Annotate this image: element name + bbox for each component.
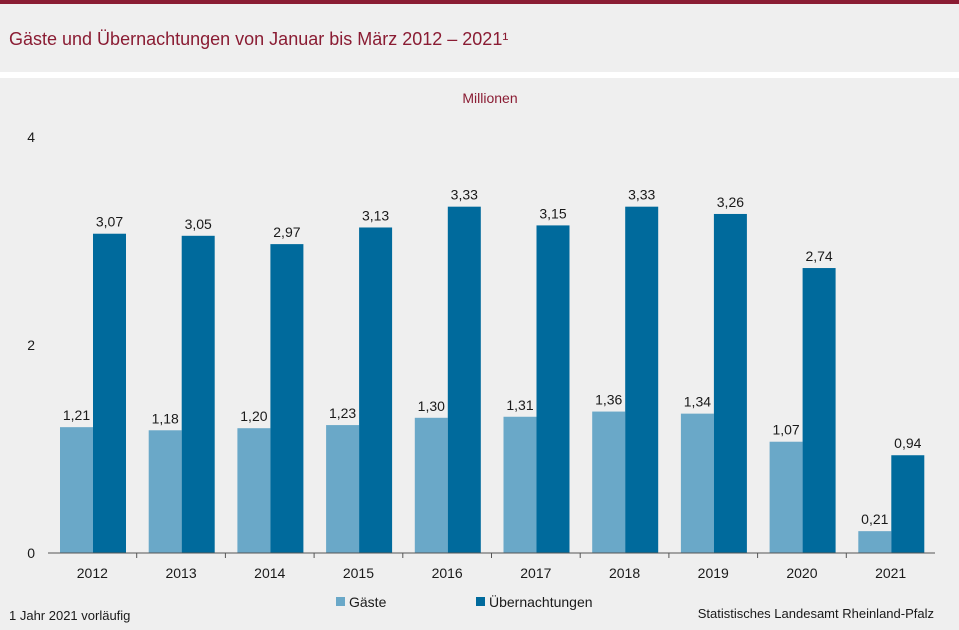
data-label-gaeste: 1,21	[63, 407, 90, 423]
data-label-uebernachtungen: 3,13	[362, 207, 389, 223]
bar-gaeste	[858, 531, 892, 553]
x-tick-label: 2021	[875, 565, 906, 581]
bar-uebernachtungen	[359, 227, 393, 554]
data-label-gaeste: 1,34	[684, 394, 711, 410]
bar-gaeste	[503, 416, 537, 553]
data-label-gaeste: 1,20	[240, 408, 267, 424]
bar-uebernachtungen	[536, 225, 570, 553]
data-label-gaeste: 1,18	[152, 410, 179, 426]
data-label-uebernachtungen: 3,33	[628, 187, 655, 203]
data-label-uebernachtungen: 0,94	[894, 435, 921, 451]
chart-title: Gäste und Übernachtungen von Januar bis …	[9, 29, 509, 49]
data-label-gaeste: 1,23	[329, 405, 356, 421]
bar-gaeste	[680, 413, 714, 553]
data-label-gaeste: 0,21	[861, 511, 888, 527]
x-tick-label: 2013	[165, 565, 196, 581]
legend-label-gaeste: Gäste	[349, 594, 387, 610]
bar-uebernachtungen	[891, 455, 925, 553]
bar-gaeste	[60, 427, 93, 553]
data-label-gaeste: 1,07	[772, 422, 799, 438]
legend: Gäste Übernachtungen	[0, 594, 959, 614]
legend-swatch-uebernachtungen	[476, 597, 485, 606]
data-label-uebernachtungen: 3,07	[96, 214, 123, 230]
chart-header: Gäste und Übernachtungen von Januar bis …	[0, 4, 959, 72]
y-tick-label: 0	[27, 545, 35, 561]
footnote: 1 Jahr 2021 vorläufig	[9, 608, 131, 623]
legend-item-uebernachtungen: Übernachtungen	[476, 594, 593, 610]
data-label-gaeste: 1,31	[506, 397, 533, 413]
bar-uebernachtungen	[713, 213, 747, 553]
top-accent-bar	[0, 0, 959, 4]
bar-uebernachtungen	[802, 268, 836, 553]
bar-gaeste	[237, 428, 271, 553]
bar-gaeste	[326, 425, 360, 553]
y-tick-label: 4	[27, 129, 35, 145]
bar-uebernachtungen	[270, 244, 304, 553]
x-tick-label: 2019	[698, 565, 729, 581]
bar-uebernachtungen	[625, 206, 659, 553]
legend-swatch-gaeste	[336, 597, 345, 606]
data-label-uebernachtungen: 2,97	[273, 224, 300, 240]
bar-uebernachtungen	[447, 206, 481, 553]
x-tick-label: 2020	[786, 565, 817, 581]
unit-label: Millionen	[462, 90, 518, 106]
header-divider	[0, 72, 959, 78]
x-tick-label: 2014	[254, 565, 285, 581]
x-tick-label: 2017	[520, 565, 551, 581]
data-label-uebernachtungen: 2,74	[805, 248, 832, 264]
x-tick-label: 2016	[432, 565, 463, 581]
bar-gaeste	[414, 417, 448, 553]
bar-gaeste	[148, 430, 182, 553]
source-credit: Statistisches Landesamt Rheinland-Pfalz	[697, 606, 934, 621]
bar-uebernachtungen	[93, 233, 126, 553]
data-label-gaeste: 1,36	[595, 392, 622, 408]
bar-gaeste	[592, 411, 626, 553]
x-tick-label: 2015	[343, 565, 374, 581]
data-label-uebernachtungen: 3,33	[451, 187, 478, 203]
data-label-uebernachtungen: 3,26	[717, 194, 744, 210]
legend-label-uebernachtungen: Übernachtungen	[489, 594, 593, 610]
bar-gaeste	[769, 441, 803, 553]
data-label-uebernachtungen: 3,05	[185, 216, 212, 232]
legend-item-gaeste: Gäste	[336, 594, 386, 610]
data-label-uebernachtungen: 3,15	[539, 205, 566, 221]
data-label-gaeste: 1,30	[418, 398, 445, 414]
bar-uebernachtungen	[181, 235, 215, 554]
x-tick-label: 2012	[77, 565, 108, 581]
x-tick-label: 2018	[609, 565, 640, 581]
y-tick-label: 2	[27, 337, 35, 353]
